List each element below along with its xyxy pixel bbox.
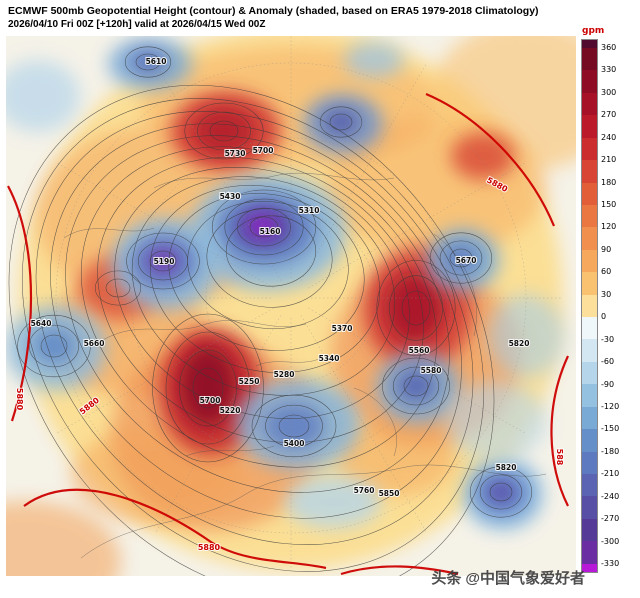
contour-label: 5610	[146, 57, 167, 66]
contour-label: 5280	[274, 370, 295, 379]
contour-label: 5220	[220, 406, 241, 415]
contour-label: 5820	[509, 339, 530, 348]
colorbar-segment	[582, 227, 597, 250]
contour-label: 5850	[379, 489, 400, 498]
colorbar-segment	[582, 496, 597, 519]
colorbar-tick: 30	[601, 289, 612, 299]
colorbar-segment	[582, 317, 597, 340]
colorbar-tick: -90	[601, 379, 615, 389]
contour-label: 5670	[456, 256, 477, 265]
colorbar-segment	[582, 361, 597, 385]
geopotential-anomaly-map: 5730 5700 5430 5310 5160 5190 5610 5640 5660 5700…	[6, 36, 576, 576]
colorbar-tick: 150	[601, 200, 617, 210]
contour-label: 5310	[299, 206, 320, 215]
colorbar-segment	[582, 406, 597, 430]
contour-label: 5400	[284, 439, 305, 448]
colorbar-segment	[582, 563, 597, 572]
contour-label: 5370	[332, 324, 353, 333]
colorbar-segment	[582, 160, 597, 183]
colorbar-tick: -60	[601, 357, 615, 367]
contour-label: 5430	[220, 192, 241, 201]
colorbar-segment	[582, 40, 597, 48]
colorbar-segment	[582, 451, 597, 475]
watermark-handle: @中国气象爱好者	[465, 570, 585, 587]
colorbar-tick: 60	[601, 267, 612, 277]
colorbar-segment	[582, 429, 597, 452]
colorbar-segment	[582, 294, 597, 318]
colorbar-tick: -120	[601, 401, 620, 411]
colorbar-tick: 240	[601, 132, 617, 142]
colorbar-segment	[582, 115, 597, 138]
colorbar-tick: -30	[601, 334, 615, 344]
colorbar-tick: 0	[601, 312, 607, 322]
colorbar-segment	[582, 70, 597, 93]
contour-label: 5760	[354, 486, 375, 495]
colorbar-tick: 90	[601, 244, 612, 254]
colorbar-tick: -150	[601, 424, 620, 434]
contour-label: 5560	[409, 346, 430, 355]
contour-label: 5250	[239, 377, 260, 386]
colorbar: gpm 360 330 300 270 240 210 180 150 120 90 60 30 0 -3…	[581, 26, 639, 592]
contour-label: 5160	[260, 227, 281, 236]
colorbar-unit-label: gpm	[582, 26, 605, 36]
contour-label: 5730	[225, 149, 246, 158]
colorbar-segment	[582, 249, 597, 273]
colorbar-segment	[582, 272, 597, 295]
colorbar-tick: -240	[601, 491, 620, 501]
colorbar-gradient	[581, 39, 598, 573]
colorbar-segment	[582, 339, 597, 362]
colorbar-tick: 120	[601, 222, 617, 232]
contour-label: 5880	[15, 388, 24, 411]
watermark-logo: 头条	[431, 570, 462, 587]
colorbar-segment	[582, 48, 597, 71]
colorbar-tick: -300	[601, 536, 620, 546]
chart-subtitle: 2026/04/10 Fri 00Z [+120h] valid at 2026…	[8, 19, 266, 30]
colorbar-tick: -180	[601, 446, 620, 456]
colorbar-segment	[582, 541, 597, 564]
colorbar-tick: 210	[601, 155, 617, 165]
contour-label: 5660	[84, 339, 105, 348]
colorbar-segment	[582, 384, 597, 407]
colorbar-tick: 300	[601, 87, 617, 97]
contour-label: 5340	[319, 354, 340, 363]
colorbar-tick: 330	[601, 65, 617, 75]
colorbar-tick: 360	[601, 43, 617, 52]
contour-label: 5580	[421, 366, 442, 375]
contour-label: 5700	[200, 396, 221, 405]
colorbar-segment	[582, 204, 597, 228]
colorbar-segment	[582, 474, 597, 497]
colorbar-tick: -270	[601, 514, 620, 524]
contour-label: 5640	[31, 319, 52, 328]
contour-label: 5190	[154, 257, 175, 266]
colorbar-tick: -330	[601, 559, 620, 568]
colorbar-tick: 270	[601, 110, 617, 120]
chart-title: ECMWF 500mb Geopotential Height (contour…	[8, 5, 539, 17]
contour-label: 588	[555, 449, 564, 466]
colorbar-segment	[582, 137, 597, 161]
colorbar-tick: 180	[601, 177, 617, 187]
contour-label: 5880	[198, 543, 221, 552]
contour-label: 5820	[496, 463, 517, 472]
colorbar-segment	[582, 92, 597, 116]
chart-header: ECMWF 500mb Geopotential Height (contour…	[8, 5, 539, 30]
contour-label: 5700	[253, 146, 274, 155]
colorbar-segment	[582, 182, 597, 205]
colorbar-tick: -210	[601, 469, 620, 479]
colorbar-segment	[582, 518, 597, 542]
watermark: 头条 @中国气象爱好者	[431, 567, 585, 588]
